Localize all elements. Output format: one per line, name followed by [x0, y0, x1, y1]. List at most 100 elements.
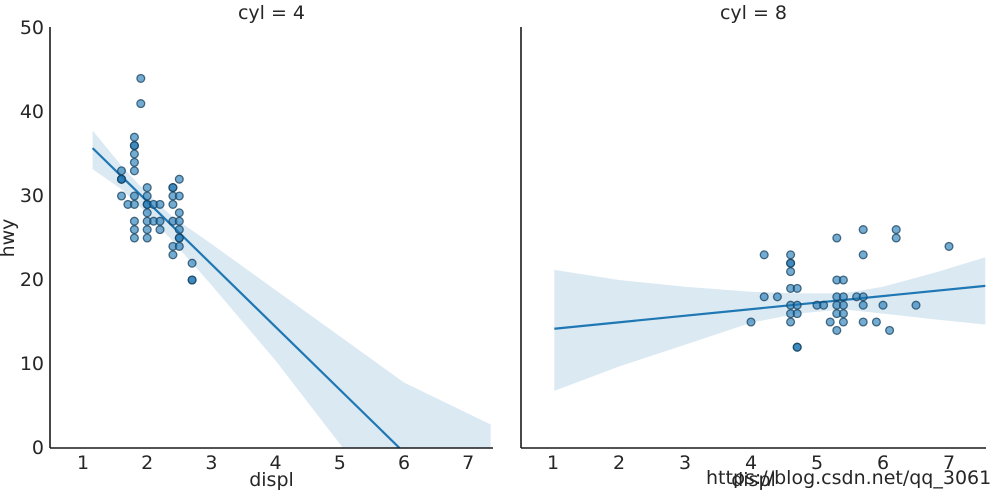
x-tick-label: 1	[77, 452, 89, 474]
scatter-point	[792, 283, 802, 293]
x-tick-label: 3	[205, 452, 217, 474]
scatter-point	[129, 199, 139, 209]
x-tick-label: 6	[398, 452, 410, 474]
scatter-point	[858, 317, 868, 327]
facet-panel-2: 1 2 3 4 5 6 7 cyl = 8 https://blog.csdn.net/qq_3…	[520, 2, 991, 491]
x-tick-label: 7	[462, 452, 474, 474]
scatter-point	[142, 183, 152, 193]
x-tick-label: 5	[811, 452, 823, 474]
scatter-point	[858, 250, 868, 260]
y-tick-label: 0	[32, 437, 44, 459]
x-tick-label: 5	[334, 452, 346, 474]
scatter-point	[168, 199, 178, 209]
scatter-point	[772, 292, 782, 302]
plot-area	[91, 73, 491, 448]
scatter-point	[168, 183, 178, 193]
scatter-point	[129, 149, 139, 159]
scatter-point	[838, 317, 848, 327]
scatter-point	[792, 309, 802, 319]
x-axis-label: displ	[249, 469, 294, 491]
y-tick-label: 30	[20, 185, 44, 207]
x-tick-label: 6	[877, 452, 889, 474]
scatter-point	[825, 317, 835, 327]
y-tick-label: 10	[20, 353, 44, 375]
scatter-point	[174, 174, 184, 184]
scatter-point	[136, 99, 146, 109]
scatter-point	[142, 208, 152, 218]
scatter-point	[786, 250, 796, 260]
facet-panel-1: 1 2 3 4 5 6 7 cyl = 4 displ 0 10 20 30 40 50 hwy	[0, 2, 493, 491]
y-axis-label: hwy	[0, 219, 19, 258]
confidence-band	[554, 257, 986, 391]
watermark-text: https://blog.csdn.net/qq_30614345	[706, 467, 991, 489]
scatter-point	[878, 300, 888, 310]
scatter-point	[885, 325, 895, 335]
x-tick-label: 1	[547, 452, 559, 474]
scatter-point	[116, 191, 127, 201]
scatter-point	[116, 174, 127, 184]
scatter-point	[838, 309, 848, 319]
scatter-point	[786, 258, 796, 268]
scatter-point	[174, 225, 184, 235]
scatter-point	[174, 216, 184, 226]
scatter-point	[174, 233, 184, 243]
confidence-band	[92, 130, 491, 448]
scatter-point	[746, 317, 756, 327]
y-tick-label: 40	[20, 101, 44, 123]
scatter-point	[891, 233, 901, 243]
scatter-point	[819, 300, 829, 310]
x-tick-label: 2	[613, 452, 625, 474]
x-axis-label: displ	[731, 469, 776, 491]
scatter-point	[155, 225, 165, 235]
scatter-point	[142, 233, 152, 243]
facet-title: cyl = 8	[720, 2, 787, 24]
x-tick-label: 2	[141, 452, 153, 474]
scatter-point	[759, 250, 769, 260]
scatter-point	[129, 233, 139, 243]
x-tick-label: 7	[943, 452, 955, 474]
plot-area	[554, 225, 986, 391]
scatter-point	[858, 300, 868, 310]
scatter-point	[174, 191, 184, 201]
scatter-point	[792, 300, 802, 310]
scatter-point	[174, 208, 184, 218]
scatter-point	[168, 250, 178, 260]
scatter-point	[759, 292, 769, 302]
scatter-point	[891, 225, 901, 235]
scatter-point	[155, 199, 165, 209]
scatter-point	[838, 292, 848, 302]
scatter-point	[911, 300, 921, 310]
scatter-point	[129, 157, 139, 167]
scatter-point	[838, 300, 848, 310]
x-tick-label: 3	[679, 452, 691, 474]
x-tick-label: 4	[745, 452, 757, 474]
scatter-point	[838, 275, 848, 285]
regression-line	[91, 147, 401, 448]
scatter-point	[944, 241, 954, 251]
scatter-point	[858, 225, 868, 235]
scatter-point	[187, 258, 197, 268]
scatter-point	[858, 292, 868, 302]
scatter-point	[142, 225, 152, 235]
scatter-point	[871, 317, 881, 327]
scatter-point	[792, 342, 802, 352]
scatter-point	[174, 241, 184, 251]
scatter-point	[142, 191, 152, 201]
scatter-point	[129, 166, 139, 176]
scatter-point	[155, 216, 165, 226]
y-tick-label: 50	[20, 17, 44, 39]
x-tick-label: 4	[270, 452, 282, 474]
facet-title: cyl = 4	[238, 2, 305, 24]
regression-line	[554, 284, 986, 330]
scatter-point	[129, 191, 139, 201]
scatter-point	[129, 225, 139, 235]
scatter-point	[187, 275, 197, 285]
scatter-point	[832, 325, 842, 335]
scatter-point	[129, 132, 139, 142]
scatter-point	[129, 216, 139, 226]
scatter-point	[832, 233, 842, 243]
scatter-point	[116, 166, 127, 176]
scatter-point	[786, 317, 796, 327]
